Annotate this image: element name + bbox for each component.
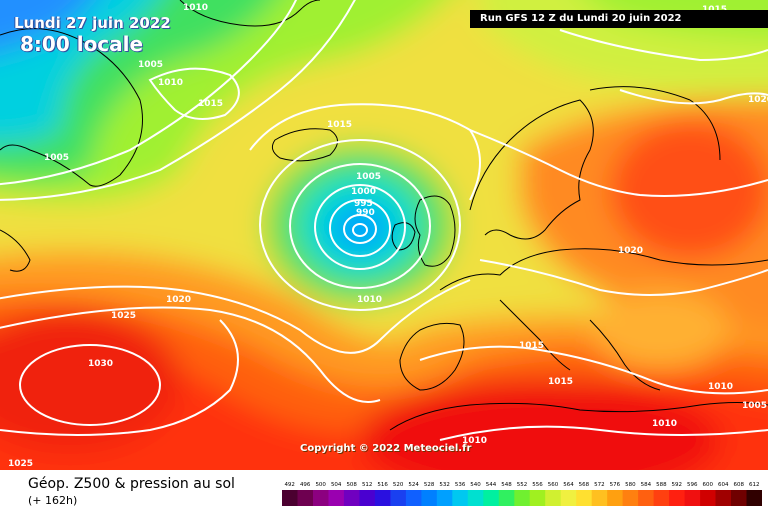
legend-value-label: 604 [718, 482, 729, 488]
legend-value-label: 556 [532, 482, 543, 488]
legend-value-label: 552 [517, 482, 528, 488]
model-run-label: Run GFS 12 Z du Lundi 20 juin 2022 [470, 10, 768, 28]
isobar-label: 1010 [158, 78, 183, 88]
legend-swatch [282, 490, 298, 506]
legend-swatch [622, 490, 639, 506]
isobar-label: 1005 [138, 60, 163, 70]
legend-value-label: 544 [486, 482, 497, 488]
legend-value-label: 524 [408, 482, 419, 488]
isobar-label: 1005 [44, 153, 69, 163]
legend-swatch [591, 490, 608, 506]
legend-swatch [638, 490, 655, 506]
isobar-label: 1000 [351, 187, 376, 197]
parameter-title: Géop. Z500 & pression au sol [28, 476, 235, 492]
legend-swatch [653, 490, 670, 506]
legend-value-label: 496 [300, 482, 311, 488]
isobar-label: 990 [356, 208, 375, 218]
legend-swatch [529, 490, 546, 506]
legend-value-label: 564 [563, 482, 574, 488]
geopotential-field [0, 0, 768, 470]
legend-value-label: 592 [672, 482, 683, 488]
legend-value-label: 492 [284, 482, 295, 488]
legend-swatch [467, 490, 484, 506]
legend-swatch [746, 490, 762, 506]
isobar-label: 1010 [462, 436, 487, 446]
isobar-label: 1025 [8, 459, 33, 469]
lead-time: (+ 162h) [28, 494, 78, 507]
legend-swatch [483, 490, 500, 506]
legend-value-label: 540 [470, 482, 481, 488]
weather-map: 1010 1005 1010 1015 1005 1015 1005 1000 … [0, 0, 768, 470]
legend-swatch [390, 490, 407, 506]
legend-swatch [607, 490, 624, 506]
legend-swatch [343, 490, 360, 506]
isobar-label: 1020 [748, 95, 768, 105]
isobar-label: 1025 [111, 311, 136, 321]
isobar-label: 1015 [198, 99, 223, 109]
legend-swatch [576, 490, 593, 506]
legend-swatch [560, 490, 577, 506]
isobar-label: 1010 [652, 419, 677, 429]
legend-swatch [545, 490, 562, 506]
copyright: Copyright © 2022 Meteociel.fr [300, 443, 472, 454]
isobar-label: 1015 [519, 341, 544, 351]
coastlines [0, 0, 768, 431]
legend-swatch [421, 490, 438, 506]
isobar-label: 1015 [548, 377, 573, 387]
legend-labels: 492 496 500 504 508 512 516 520 524 528 532 536 540 5… [284, 482, 759, 488]
legend-value-label: 612 [749, 482, 760, 488]
legend-swatch [514, 490, 531, 506]
legend-value-label: 528 [424, 482, 435, 488]
legend-value-label: 536 [455, 482, 466, 488]
legend-value-label: 584 [641, 482, 652, 488]
isobars [0, 0, 768, 440]
legend-value-label: 572 [594, 482, 605, 488]
isobar-label: 1030 [88, 359, 113, 369]
legend-value-label: 500 [315, 482, 326, 488]
isobar-label: 995 [354, 199, 373, 209]
legend-value-label: 520 [393, 482, 404, 488]
forecast-date: Lundi 27 juin 2022 [14, 14, 171, 32]
legend-value-label: 560 [548, 482, 559, 488]
legend-value-label: 508 [346, 482, 357, 488]
legend-swatch [684, 490, 701, 506]
isobar-label: 1010 [708, 382, 733, 392]
legend-swatch [436, 490, 453, 506]
isobar-label: 1020 [166, 295, 191, 305]
isobar-label: 1010 [183, 3, 208, 13]
isobar-label: 1015 [327, 120, 352, 130]
isobar-label: 1020 [618, 246, 643, 256]
legend-value-label: 596 [687, 482, 698, 488]
legend-swatch [374, 490, 391, 506]
legend-value-label: 504 [331, 482, 342, 488]
legend-swatches [282, 490, 762, 506]
legend-value-label: 600 [703, 482, 714, 488]
legend-swatch [715, 490, 732, 506]
color-scale-legend: 492 496 500 504 508 512 516 520 524 528 532 536 540 5… [282, 482, 762, 506]
legend-value-label: 512 [362, 482, 373, 488]
legend-value-label: 580 [625, 482, 636, 488]
legend-swatch [452, 490, 469, 506]
legend-value-label: 588 [656, 482, 667, 488]
legend-value-label: 576 [610, 482, 621, 488]
legend-swatch [731, 490, 747, 506]
legend-value-label: 516 [377, 482, 388, 488]
legend-swatch [405, 490, 422, 506]
legend-swatch [669, 490, 686, 506]
forecast-local-time: 8:00 locale [20, 32, 144, 56]
legend-value-label: 568 [579, 482, 590, 488]
legend-swatch [328, 490, 345, 506]
legend-swatch [359, 490, 376, 506]
legend-value-label: 608 [734, 482, 745, 488]
isobar-label: 1010 [357, 295, 382, 305]
legend-value-label: 548 [501, 482, 512, 488]
legend-swatch [313, 490, 329, 506]
legend-swatch [498, 490, 515, 506]
legend-swatch [700, 490, 717, 506]
isobar-label: 1005 [742, 401, 767, 411]
legend-swatch [297, 490, 314, 506]
legend-value-label: 532 [439, 482, 450, 488]
isobar-label: 1005 [356, 172, 381, 182]
isobar-labels: 1010 1005 1010 1015 1005 1015 1005 1000 … [8, 3, 768, 469]
